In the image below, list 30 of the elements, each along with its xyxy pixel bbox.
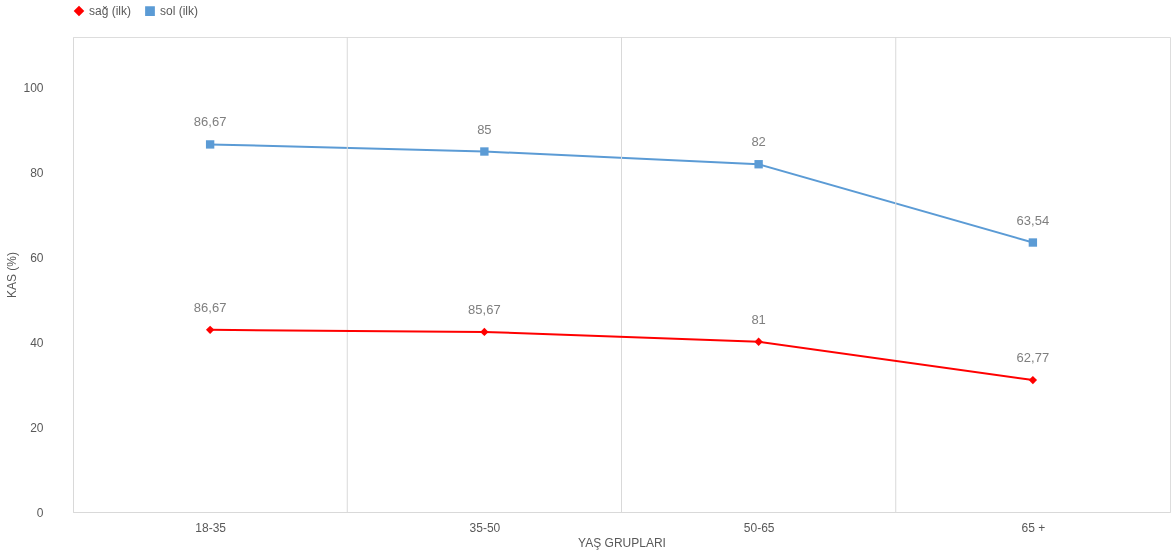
x-axis-title: YAŞ GRUPLARI [578,535,666,550]
point [754,337,763,346]
point [205,140,215,149]
y-tick-label: 80 [30,166,44,181]
point [1028,238,1038,247]
data-label: 85,67 [468,301,501,317]
data-label: 82 [751,134,766,150]
data-label: 86,67 [193,299,227,315]
point [205,325,215,335]
x-tick-label: 35-50 [469,520,501,535]
point [480,147,489,156]
x-tick-label: 18-35 [195,520,227,535]
data-label: 81 [751,311,766,327]
x-tick-label: 65 + [1021,520,1046,535]
y-tick-label: 60 [30,251,44,266]
legend-label: sağ (ilk) [89,4,132,19]
y-tick-label: 0 [36,505,44,520]
legend-label: sol (ilk) [160,4,198,19]
y-axis-title: KAS (%) [5,251,20,299]
data-label: 62,77 [1016,350,1050,366]
data-label: 63,54 [1016,212,1050,228]
data-label: 86,67 [193,114,227,130]
point [480,327,489,337]
data-label: 85 [477,121,492,137]
y-tick-label: 40 [30,335,44,350]
y-tick-label: 20 [30,420,44,435]
x-tick-label: 50-65 [743,520,775,535]
y-tick-label: 100 [23,81,44,96]
point [1028,375,1038,385]
point [754,160,763,169]
